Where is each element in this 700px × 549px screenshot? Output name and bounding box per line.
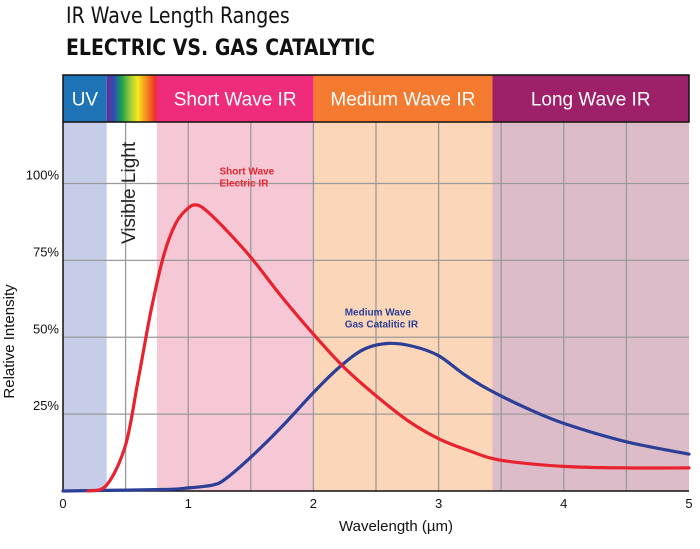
series-gas-line	[61, 341, 691, 493]
x-tick-label: 4	[560, 496, 567, 511]
x-tick-label: 0	[59, 496, 66, 511]
y-tick-label: 100%	[26, 168, 60, 183]
series-group	[61, 203, 691, 493]
band-label-medium: Medium Wave IR	[330, 90, 475, 111]
band-label-long: Long Wave IR	[531, 90, 651, 111]
series-electric-line	[86, 203, 691, 493]
band-header-medium	[313, 75, 493, 122]
y-axis-label: Relative Intensity	[1, 284, 18, 399]
band-header-long	[492, 75, 689, 122]
visible-light-label: Visible Light	[119, 141, 140, 244]
annotation-electric-line: Electric IR	[220, 178, 270, 189]
grid-lines	[63, 122, 689, 491]
annotation-electric-line: Short Wave	[220, 166, 275, 177]
band-header: UV Short Wave IR Medium Wave IR Long Wave I…	[62, 74, 690, 123]
chart-subtitle: ELECTRIC VS. GAS CATALYTIC	[66, 36, 375, 61]
band-bg-uv	[63, 122, 107, 491]
band-bg-medium	[313, 122, 493, 491]
x-axis-label: Wavelength (µm)	[339, 518, 453, 535]
x-tick-label: 3	[435, 496, 442, 511]
axes: 0 1 2 3 4 5 25% 50% 75% 100% Wavelength (µm) Relati…	[1, 122, 693, 535]
y-tick-label: 50%	[33, 321, 59, 336]
band-header-border	[62, 74, 690, 123]
band-header-visible	[106, 75, 157, 122]
band-bg-long	[492, 122, 689, 491]
x-tick-label: 1	[185, 496, 192, 511]
y-tick-label: 25%	[33, 398, 59, 413]
x-tick-label: 5	[685, 496, 692, 511]
band-label-short: Short Wave IR	[174, 90, 297, 111]
annotation-gas-line: Medium Wave	[345, 308, 412, 319]
band-header-short	[156, 75, 314, 122]
band-label-uv: UV	[72, 90, 99, 111]
x-tick-label: 2	[310, 496, 317, 511]
chart-title: IR Wave Length Ranges	[66, 4, 290, 29]
annotation-gas-line: Gas Catalitic IR	[345, 320, 419, 331]
band-header-uv	[63, 75, 107, 122]
y-tick-label: 75%	[33, 244, 59, 259]
